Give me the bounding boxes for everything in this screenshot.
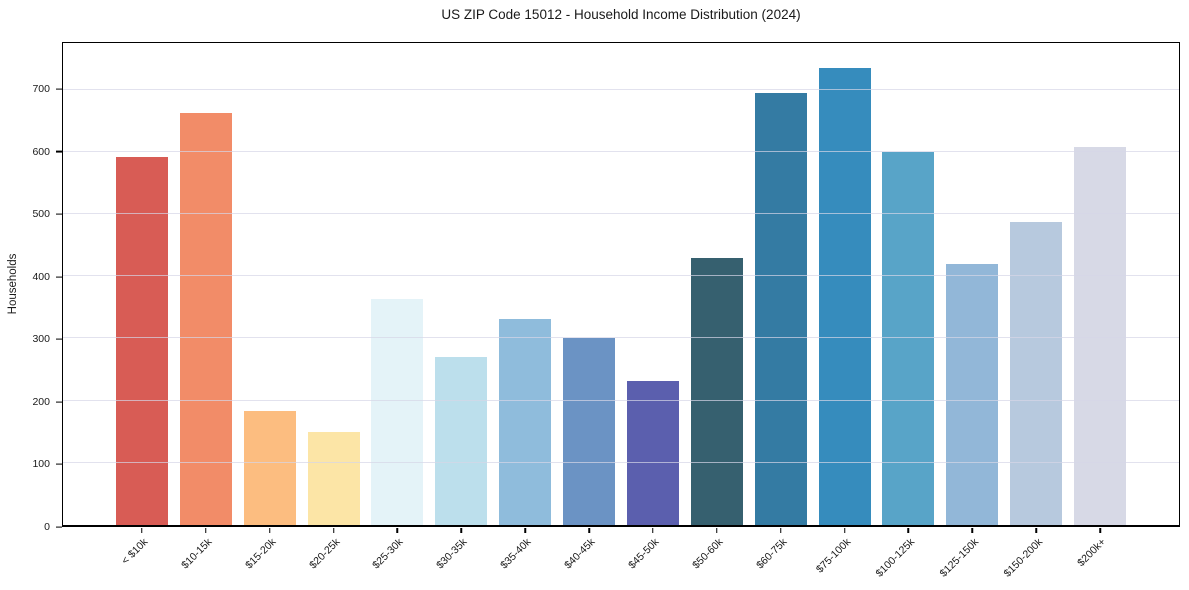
- plot-area: < $10k $10-15k $15-20k $20-25k $25-30k $30-35…: [62, 42, 1180, 580]
- x-tick-mark: [971, 528, 974, 533]
- y-tick-mark: [56, 88, 62, 90]
- y-tick-mark: [56, 150, 62, 153]
- bar-$125-150k: [946, 263, 999, 525]
- bar-slot: $125-150k: [937, 43, 1004, 580]
- x-tick-label: $150-200k: [1001, 536, 1045, 580]
- bar-slot: $40-45k: [557, 43, 621, 571]
- bar-slot: $15-20k: [238, 43, 302, 571]
- y-tick-mark: [56, 463, 62, 466]
- x-tick-label: $100-125k: [873, 536, 917, 580]
- bar-slot: $10-15k: [174, 43, 238, 571]
- bar-slot: $20-25k: [302, 43, 366, 571]
- x-tick-label: $25-30k: [370, 536, 406, 572]
- bar-$40-45k: [563, 338, 616, 525]
- x-tick-mark: [205, 528, 207, 533]
- chart-title: US ZIP Code 15012 - Household Income Dis…: [441, 7, 801, 22]
- x-tick-mark: [460, 528, 463, 533]
- bar-slot: $200k+: [1068, 43, 1132, 569]
- bar-$200k+: [1074, 146, 1127, 525]
- bar-slot: $35-40k: [493, 43, 557, 571]
- bar-$150-200k: [1010, 221, 1063, 525]
- bar-$75-100k: [818, 67, 871, 525]
- y-tick-label: 500: [32, 208, 50, 221]
- bar-$15-20k: [243, 410, 296, 525]
- y-tick-label: 200: [32, 395, 50, 408]
- y-tick-label: 0: [44, 521, 50, 533]
- y-tick-mark: [56, 213, 62, 215]
- y-tick-label: 100: [32, 458, 50, 471]
- x-tick-label: $40-45k: [562, 536, 598, 572]
- x-tick-label: $15-20k: [242, 536, 279, 572]
- y-tick-mark: [56, 276, 62, 278]
- bar-$45-50k: [626, 380, 679, 525]
- x-tick-mark: [779, 528, 782, 533]
- x-tick-label: $60-75k: [753, 536, 790, 572]
- x-tick-mark: [332, 528, 335, 533]
- x-tick-mark: [1035, 528, 1037, 533]
- bar-$50-60k: [690, 257, 743, 525]
- x-tick-label: $20-25k: [306, 536, 343, 572]
- bar-$35-40k: [499, 319, 552, 525]
- x-tick-label: $125-150k: [937, 536, 981, 580]
- x-tick-label: < $10k: [119, 536, 151, 567]
- x-tick-mark: [907, 528, 910, 533]
- bars-row: < $10k $10-15k $15-20k $20-25k $25-30k $30-35…: [63, 43, 1179, 580]
- bar-slot: $50-60k: [685, 43, 749, 571]
- x-tick-mark: [843, 528, 846, 533]
- y-tick-mark: [56, 338, 62, 340]
- bar-$10-15k: [179, 113, 232, 525]
- bar-$100-125k: [882, 151, 935, 525]
- y-tick-label: 300: [32, 333, 50, 346]
- bar-slot: $30-35k: [429, 43, 493, 571]
- bar-slot: $150-200k: [1001, 43, 1068, 580]
- bar-$25-30k: [371, 299, 424, 525]
- bar-slot: $25-30k: [366, 43, 430, 571]
- y-tick-label: 400: [32, 270, 50, 283]
- x-tick-label: $50-60k: [689, 536, 726, 572]
- bar-slot: < $10k: [110, 43, 174, 567]
- bar-$60-75k: [754, 92, 807, 525]
- x-tick-mark: [1099, 528, 1101, 533]
- y-tick-label: 700: [32, 82, 50, 95]
- x-tick-label: $30-35k: [434, 536, 470, 572]
- x-tick-label: $75-100k: [813, 536, 854, 576]
- bar-$20-25k: [307, 431, 360, 525]
- x-tick-label: $35-40k: [498, 536, 534, 572]
- y-axis: 0 100 200 300 400 500 600 700: [0, 42, 62, 533]
- x-tick-label: $45-50k: [626, 536, 662, 572]
- x-tick-label: $10-15k: [178, 536, 215, 572]
- bar-slot: $75-100k: [813, 43, 877, 575]
- x-tick-mark: [716, 528, 718, 533]
- x-tick-mark: [396, 528, 399, 533]
- bar-slot: $100-125k: [873, 43, 941, 580]
- x-tick-mark: [524, 528, 526, 533]
- bar-$30-35k: [435, 357, 488, 525]
- bar-slot: $45-50k: [621, 43, 685, 571]
- y-tick-mark: [56, 526, 62, 528]
- x-tick-mark: [141, 528, 143, 533]
- x-tick-mark: [652, 528, 654, 533]
- x-tick-label: $200k+: [1075, 536, 1109, 570]
- y-tick-label: 600: [32, 145, 50, 158]
- x-tick-mark: [268, 528, 271, 533]
- bar-< $10k: [115, 156, 168, 525]
- bar-slot: $60-75k: [749, 43, 813, 571]
- y-tick-mark: [56, 401, 62, 403]
- x-tick-mark: [588, 528, 590, 533]
